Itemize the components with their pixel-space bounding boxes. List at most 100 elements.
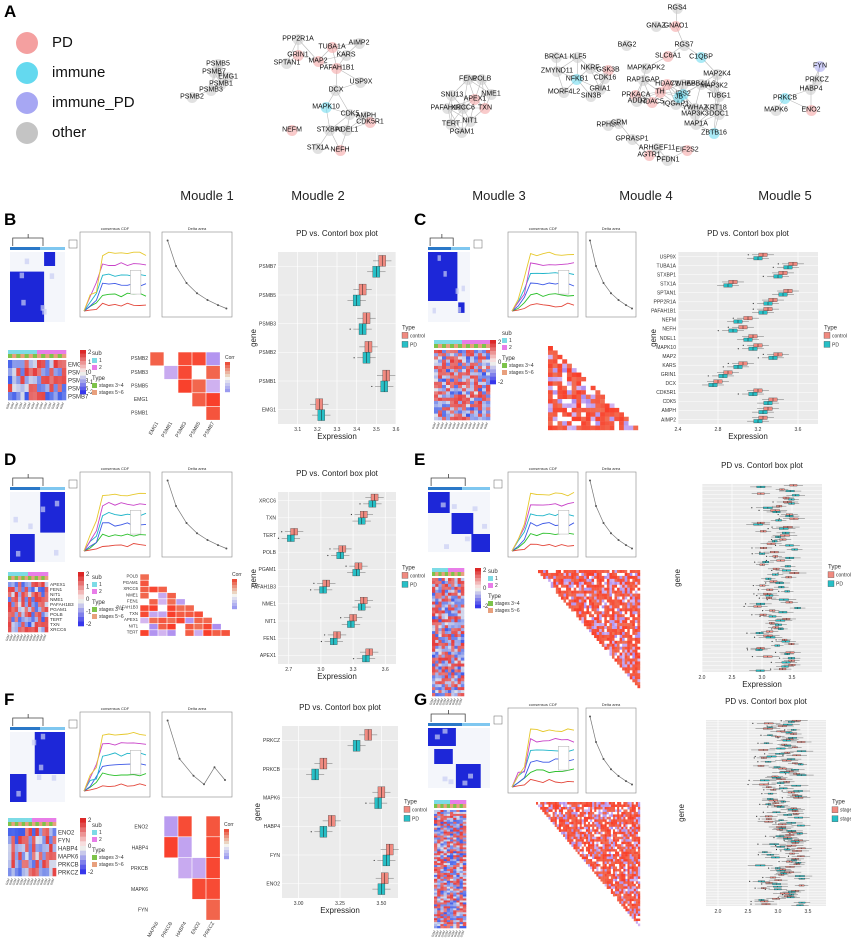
- corr-xgene-label: PSMB5: [188, 421, 202, 439]
- heat-cell: [442, 379, 446, 382]
- corr-cell: [630, 623, 633, 626]
- heat-cell: [456, 924, 460, 926]
- heat-cell: [442, 578, 446, 581]
- corr-cell: [607, 638, 610, 641]
- heat-cell: [445, 622, 449, 625]
- outlier: [778, 263, 779, 264]
- corr-cell: [632, 653, 635, 656]
- corr-cell: [605, 426, 610, 431]
- outlier: [728, 327, 729, 328]
- heat-cell: [463, 887, 467, 889]
- heat-cell: [458, 628, 462, 631]
- corr-cell: [605, 814, 607, 817]
- x-axis-label: Expression: [317, 432, 357, 441]
- heat-cell: [447, 832, 451, 834]
- anno-sub: [45, 572, 49, 576]
- heat-cell: [445, 610, 449, 613]
- heat-cell: [440, 926, 444, 928]
- corr-cell: [623, 812, 625, 815]
- heat-cell: [435, 605, 439, 608]
- key-step: [475, 581, 481, 585]
- heat-cell: [49, 836, 53, 844]
- heat-cell: [460, 883, 464, 885]
- heat-cell: [454, 637, 458, 640]
- corr-cell: [615, 812, 617, 815]
- corr-cell: [599, 608, 602, 611]
- heat-cell: [454, 599, 458, 602]
- corr-key-step: [224, 835, 229, 838]
- corr-cell: [617, 614, 620, 617]
- heat-cell: [41, 607, 45, 612]
- corr-cell: [588, 819, 590, 822]
- sub-swatch: [502, 338, 507, 343]
- corr-cell: [149, 624, 158, 630]
- corr-cell: [620, 623, 623, 626]
- anno-sub: [442, 340, 446, 344]
- heat-cell: [470, 360, 474, 363]
- corr-cell: [625, 659, 628, 662]
- heat-cell: [474, 375, 478, 378]
- outlier: [748, 254, 749, 255]
- corr-cell: [609, 827, 611, 830]
- sub-legend-label: 2: [495, 583, 498, 589]
- corr-cell: [617, 644, 620, 647]
- corr-cell: [167, 599, 176, 605]
- corr-cell: [563, 804, 565, 807]
- outlier: [766, 556, 767, 557]
- corr-gene-label: PSMB2: [131, 356, 148, 362]
- heat-cell: [447, 920, 451, 922]
- corr-cell: [630, 600, 633, 603]
- heat-cell: [442, 602, 446, 605]
- heat-cell: [448, 658, 452, 661]
- corr-cell: [561, 576, 564, 579]
- corr-cell: [603, 802, 605, 805]
- heat-cell: [442, 631, 446, 634]
- heat-cell: [458, 401, 462, 404]
- corr-cell: [571, 600, 574, 603]
- corr-cell: [615, 650, 618, 653]
- delta-point: [217, 544, 219, 546]
- heat-cell: [451, 584, 455, 587]
- corr-cell: [637, 602, 640, 605]
- corr-cell: [563, 814, 565, 817]
- corr-cell: [638, 819, 640, 822]
- heat-cell: [448, 652, 452, 655]
- heat-cell: [447, 812, 451, 814]
- heat-cell: [32, 852, 36, 860]
- heat-cell: [440, 830, 444, 832]
- corr-cell: [619, 829, 621, 832]
- corr-cell: [576, 608, 579, 611]
- corr-cell: [564, 600, 567, 603]
- heat-cell: [456, 863, 460, 865]
- corr-cell: [604, 635, 607, 638]
- heat-cell: [453, 877, 457, 879]
- corr-cell: [579, 588, 582, 591]
- corr-cell: [212, 624, 221, 630]
- corr-cell: [609, 617, 612, 620]
- corr-cell: [178, 366, 192, 380]
- heat-cell: [474, 395, 478, 398]
- heat-cell: [434, 918, 438, 920]
- heat-cell: [461, 661, 465, 664]
- heat-cell: [447, 926, 451, 928]
- corr-cell: [571, 588, 574, 591]
- key-step: [80, 827, 86, 832]
- heat-cell: [442, 664, 446, 667]
- heat-cell: [482, 366, 486, 369]
- corr-cell: [619, 824, 621, 827]
- heat-cell: [456, 814, 460, 816]
- heat-cell: [450, 889, 454, 891]
- delta-title: Delta area: [602, 466, 621, 471]
- heat-cell: [458, 678, 462, 681]
- heat-cell: [470, 391, 474, 394]
- corr-cell: [622, 656, 625, 659]
- corr-cell: [561, 804, 563, 807]
- corr-cell: [630, 579, 633, 582]
- heat-cell: [450, 834, 454, 836]
- corr-cell: [620, 591, 623, 594]
- heat-cell: [447, 918, 451, 920]
- corr-cell: [629, 421, 634, 426]
- corr-cell: [625, 635, 628, 638]
- corr-cell: [579, 602, 582, 605]
